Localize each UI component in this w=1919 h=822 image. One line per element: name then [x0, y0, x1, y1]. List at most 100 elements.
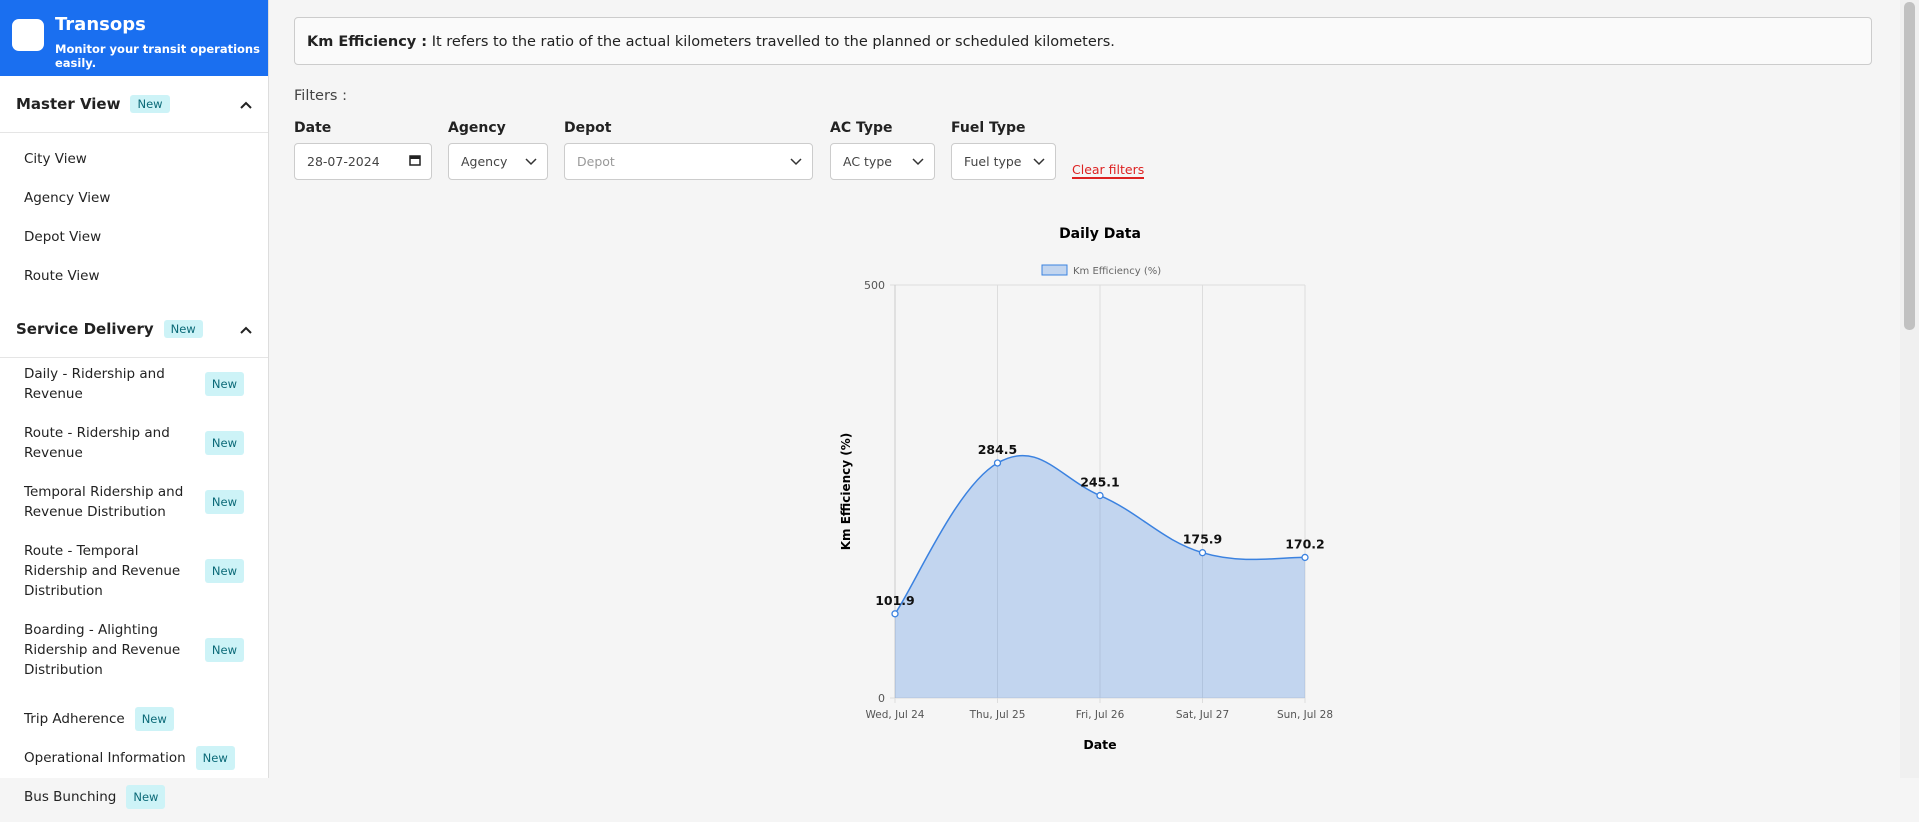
x-tick-label: Fri, Jul 26 [1076, 709, 1125, 721]
chevron [240, 320, 252, 338]
filter-input[interactable]: Fuel type [951, 143, 1056, 180]
filter-label: Fuel Type [951, 120, 1026, 136]
nav-label: Route View [24, 267, 100, 284]
info-text: It refers to the ratio of the actual kil… [431, 34, 1115, 50]
section-title: Service Delivery [16, 320, 154, 338]
main: Km Efficiency : It refers to the ratio o… [269, 0, 1900, 778]
filter-label: Date [294, 120, 332, 136]
logo [12, 19, 44, 51]
nav-item[interactable]: Boarding - Alighting Ridership and Reven… [0, 620, 268, 680]
filter-icon [409, 144, 421, 179]
badge: New [134, 706, 174, 731]
nav-item[interactable]: Trip Adherence New [0, 699, 268, 738]
caret-icon [790, 158, 802, 166]
caret-icon [525, 158, 537, 166]
chevron-icon [240, 101, 252, 109]
nav-item[interactable]: Temporal Ridership and Revenue Distribut… [0, 482, 268, 522]
nav-label: Route - Temporal Ridership and Revenue D… [24, 543, 181, 599]
clear-filters[interactable]: Clear filters [1072, 162, 1145, 179]
badge: New [204, 372, 244, 396]
chevron [240, 95, 252, 113]
nav-label: City View [24, 150, 87, 167]
nav-label: Trip Adherence [24, 710, 125, 727]
nav-item[interactable]: City View [0, 139, 268, 178]
data-label: 245.1 [1080, 475, 1120, 490]
nav-label: Daily - Ridership and Revenue [24, 366, 165, 402]
nav-item[interactable]: Bus Bunching New [0, 777, 268, 816]
chart: Daily Data Date Km Efficiency (%) 0 500 Wed, … [839, 226, 1333, 752]
line [894, 454, 1306, 615]
nav-label: Depot View [24, 228, 102, 245]
filter-label: Depot [564, 120, 612, 136]
nav-label: Agency View [24, 189, 111, 206]
nav-label: Route - Ridership and Revenue [24, 425, 170, 461]
nav-label: Temporal Ridership and Revenue Distribut… [24, 484, 184, 520]
filter-input[interactable]: AC type [830, 143, 935, 180]
filter-label: Agency [448, 120, 506, 136]
scrollbar [1900, 0, 1919, 778]
filter-icon [525, 144, 537, 179]
filter-value: AC type [843, 154, 892, 169]
app-title: Transops [55, 14, 146, 35]
filter-input[interactable]: 28-07-2024 [294, 143, 432, 180]
x-axis-title: Date [1083, 737, 1116, 752]
section-title: Master View [16, 95, 121, 113]
badge: New [195, 745, 235, 770]
sidebar: Transops Monitor your transit operations… [0, 0, 269, 809]
section-header[interactable]: Service Delivery New [0, 301, 268, 358]
nav-item[interactable]: Route - Temporal Ridership and Revenue D… [0, 541, 268, 601]
x-tick-label: Sun, Jul 28 [1277, 709, 1333, 721]
nav-item[interactable]: Operational Information New [0, 738, 268, 777]
y-axis-title: Km Efficiency (%) [839, 433, 853, 551]
point [891, 610, 899, 618]
legend-label: Km Efficiency (%) [1073, 266, 1161, 277]
point [993, 459, 1002, 467]
filter-label: AC Type [830, 120, 893, 136]
nav-label: Operational Information [24, 749, 186, 766]
brand: Transops Monitor your transit operations… [0, 0, 268, 76]
filter-icon [912, 144, 924, 179]
area-fill [895, 455, 1305, 698]
nav-item[interactable]: Daily - Ridership and Revenue New [0, 364, 268, 404]
section-items: Daily - Ridership and Revenue New Route - … [0, 358, 268, 822]
x-tick-label: Sat, Jul 27 [1176, 709, 1229, 721]
data-label: 175.9 [1183, 532, 1223, 547]
nav-label: Boarding - Alighting Ridership and Reven… [24, 622, 181, 678]
filter-value: Agency [461, 154, 508, 169]
badge: New [126, 784, 166, 809]
nav-item[interactable]: Route - Ridership and Revenue New [0, 423, 268, 463]
filter-input[interactable]: Depot [564, 143, 813, 180]
filter-value: Fuel type [964, 154, 1022, 169]
filter-input[interactable]: Agency [448, 143, 548, 180]
scroll-thumb[interactable] [1904, 2, 1915, 330]
section-header[interactable]: Master View New [0, 76, 268, 133]
info-term: Km Efficiency : [307, 34, 428, 50]
x-tick-label: Thu, Jul 25 [969, 709, 1026, 721]
badge: New [204, 431, 244, 455]
y-tick-label: 0 [878, 692, 885, 705]
chart-title: Daily Data [1059, 226, 1141, 242]
filter-icon [1033, 144, 1045, 179]
data-label: 284.5 [978, 442, 1018, 457]
caret-icon [1033, 158, 1045, 166]
point [1096, 491, 1104, 500]
y-tick-label: 500 [864, 279, 885, 292]
x-tick-label: Wed, Jul 24 [866, 709, 925, 721]
section-items: City View Agency View Depot View Route View [0, 133, 268, 301]
filter-value: 28-07-2024 [307, 154, 380, 169]
nav-item[interactable]: Depot View [0, 217, 268, 256]
nav-item[interactable]: Agency View [0, 178, 268, 217]
badge: New [204, 490, 244, 514]
point [1198, 549, 1207, 557]
filter-value: Depot [577, 154, 615, 169]
badge: New [163, 320, 203, 338]
legend-swatch [1041, 264, 1068, 276]
badge: New [130, 95, 170, 113]
filters-heading: Filters : [294, 88, 347, 104]
filter-icon [790, 144, 802, 179]
nav-item[interactable]: Route View [0, 256, 268, 295]
point [1301, 553, 1309, 562]
badge: New [204, 559, 244, 583]
badge: New [204, 638, 244, 662]
calendar-icon [409, 155, 421, 166]
